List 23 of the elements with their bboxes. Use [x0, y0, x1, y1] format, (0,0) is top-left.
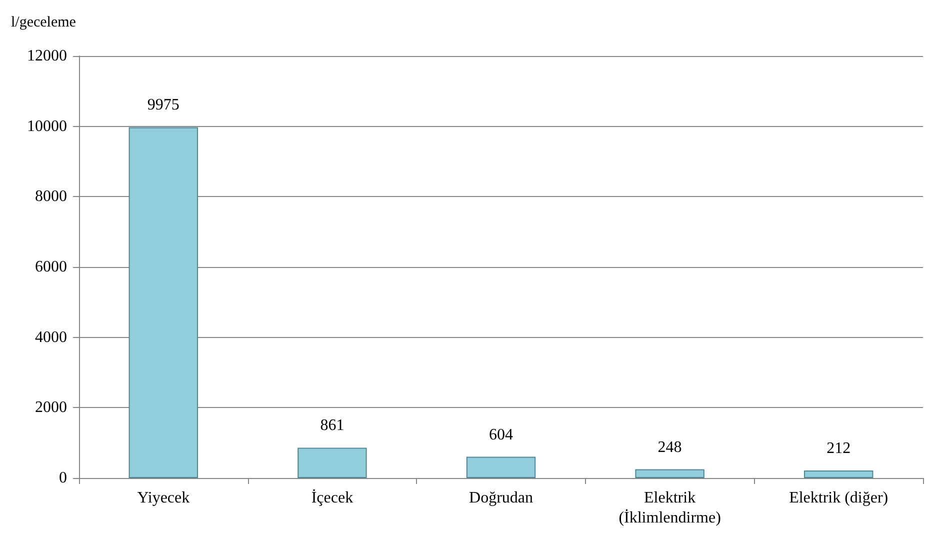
bar [466, 456, 536, 478]
x-tick-label: Elektrik (İklimlendirme) [618, 490, 721, 526]
bar [298, 448, 367, 478]
x-tick-label: Elektrik (diğer) [789, 490, 888, 506]
y-tick-label: 2000 [35, 399, 67, 416]
x-tick-label: İçecek [311, 488, 354, 506]
data-label: 9975 [147, 96, 180, 114]
data-label: 861 [320, 417, 344, 434]
data-label: 212 [826, 440, 851, 458]
y-tick-label: 12000 [27, 48, 67, 64]
y-axis-title: l/geceleme [11, 14, 76, 30]
y-tick-label: 6000 [35, 258, 67, 276]
x-tick-label: Yiyecek [137, 490, 190, 506]
bar [128, 127, 198, 478]
y-tick-label: 8000 [35, 188, 67, 206]
y-tick-label: 10000 [27, 118, 67, 135]
data-label: 604 [489, 426, 513, 444]
y-tick-label: 4000 [35, 328, 67, 346]
y-tick-label: 0 [59, 470, 67, 486]
bar [635, 469, 704, 478]
x-tick-label: Doğrudan [469, 490, 533, 506]
data-label: 248 [658, 438, 682, 456]
bar [804, 470, 874, 478]
